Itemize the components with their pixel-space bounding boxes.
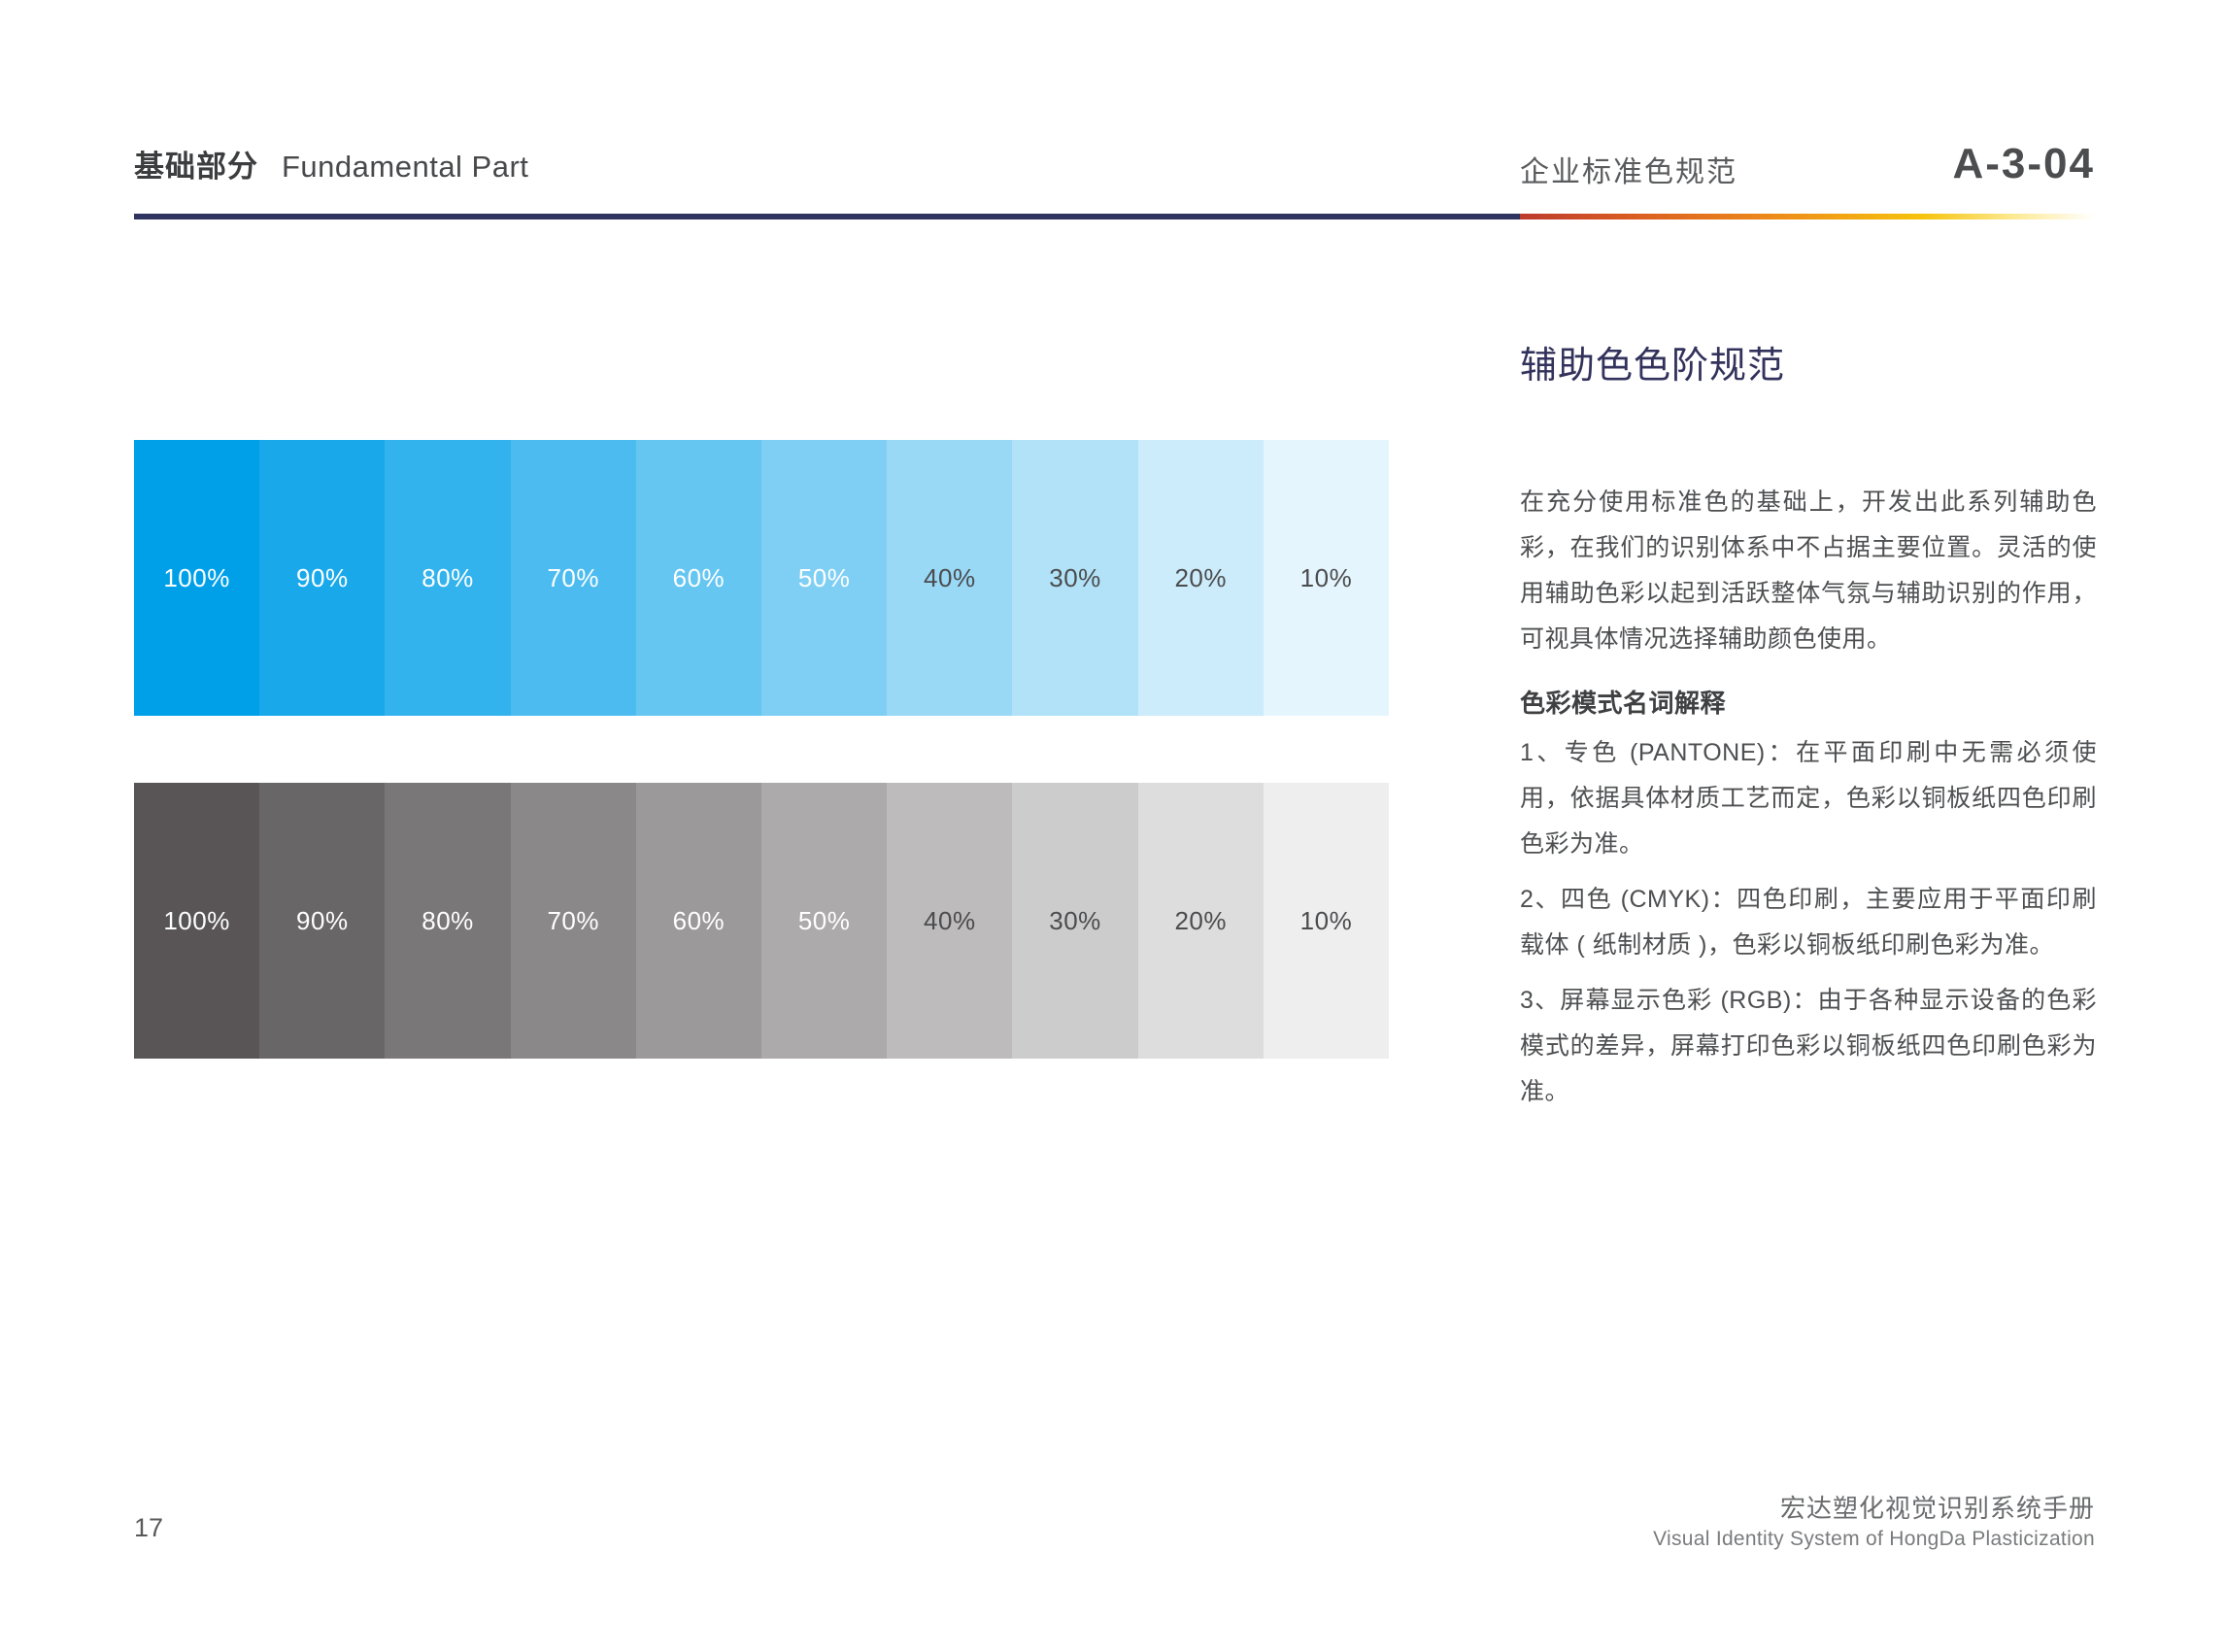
tint-percent-label: 70% — [547, 905, 599, 935]
header-rule-navy — [134, 214, 1520, 219]
gray-tint-swatch-40%: 40% — [887, 783, 1013, 1059]
glossary-item-pantone: 1、专色 (PANTONE)：在平面印刷中无需必须使用，依据具体材质工艺而定，色… — [1520, 739, 2097, 858]
gray-tint-swatch-20%: 20% — [1137, 783, 1264, 1059]
tint-percent-label: 100% — [163, 562, 230, 592]
blue-tint-swatch-90%: 90% — [259, 440, 386, 716]
blue-tint-swatch-50%: 50% — [761, 440, 888, 716]
blue-tint-scale: 100% 90% 80% 70% 60% 50% 40% 30% 20% 10% — [134, 440, 1390, 716]
section-title-en: Fundamental Part — [282, 150, 529, 184]
gray-tint-swatch-80%: 80% — [385, 783, 511, 1059]
header-topic: 企业标准色规范 — [1520, 156, 1737, 188]
gray-tint-swatch-60%: 60% — [635, 783, 762, 1059]
tint-percent-label: 70% — [547, 562, 599, 592]
gray-tint-swatch-70%: 70% — [510, 783, 636, 1059]
blue-tint-swatch-20%: 20% — [1137, 440, 1264, 716]
tint-percent-label: 50% — [797, 905, 851, 935]
aside-intro: 在充分使用标准色的基础上，开发出此系列辅助色彩，在我们的识别体系中不占据主要位置… — [1520, 489, 2097, 653]
tint-percent-label: 90% — [296, 562, 349, 592]
tint-percent-label: 100% — [163, 905, 230, 935]
header-section: 基础部分 Fundamental Part — [134, 142, 528, 185]
tint-percent-label: 40% — [924, 562, 976, 592]
tint-percent-label: 80% — [422, 562, 474, 592]
tint-percent-label: 20% — [1174, 562, 1227, 592]
glossary-item-rgb: 3、屏幕显示色彩 (RGB)：由于各种显示设备的色彩模式的差异，屏幕打印色彩以铜… — [1520, 987, 2097, 1105]
gray-tint-scale: 100% 90% 80% 70% 60% 50% 40% 30% 20% 10% — [134, 783, 1390, 1059]
aside-title: 辅助色色阶规范 — [1520, 346, 1786, 387]
blue-tint-swatch-70%: 70% — [510, 440, 636, 716]
tint-percent-label: 60% — [672, 905, 725, 935]
tint-percent-label: 60% — [672, 562, 725, 592]
blue-tint-swatch-100%: 100% — [134, 440, 260, 716]
tint-percent-label: 90% — [296, 905, 349, 935]
tint-percent-label: 30% — [1049, 562, 1101, 592]
tint-percent-label: 50% — [797, 562, 851, 592]
aside-column: 辅助色色阶规范 在充分使用标准色的基础上，开发出此系列辅助色彩，在我们的识别体系… — [1520, 342, 2097, 1125]
gray-tint-swatch-90%: 90% — [259, 783, 386, 1059]
section-title-zh: 基础部分 — [134, 150, 258, 184]
gray-tint-swatch-100%: 100% — [134, 783, 260, 1059]
manual-name-en: Visual Identity System of HongDa Plastic… — [1653, 1528, 2095, 1550]
blue-tint-swatch-30%: 30% — [1012, 440, 1138, 716]
page-code: A-3-04 — [1952, 140, 2095, 187]
tint-percent-label: 10% — [1299, 562, 1353, 592]
blue-tint-swatch-40%: 40% — [887, 440, 1013, 716]
gray-tint-swatch-10%: 10% — [1263, 783, 1390, 1059]
footer-manual-name: 宏达塑化视觉识别系统手册 Visual Identity System of H… — [1653, 1492, 2095, 1554]
blue-tint-swatch-10%: 10% — [1263, 440, 1390, 716]
tint-percent-label: 40% — [924, 905, 976, 935]
gray-tint-swatch-30%: 30% — [1012, 783, 1138, 1059]
tint-percent-label: 10% — [1299, 905, 1353, 935]
blue-tint-swatch-80%: 80% — [385, 440, 511, 716]
header-rule-gradient — [1520, 214, 2095, 219]
tint-percent-label: 30% — [1049, 905, 1101, 935]
glossary-item-cmyk: 2、四色 (CMYK)：四色印刷，主要应用于平面印刷载体 ( 纸制材质 )，色彩… — [1520, 886, 2097, 959]
tint-percent-label: 20% — [1174, 905, 1227, 935]
gray-tint-swatch-50%: 50% — [761, 783, 888, 1059]
glossary-title: 色彩模式名词解释 — [1520, 689, 1727, 718]
manual-name-zh: 宏达塑化视觉识别系统手册 — [1779, 1494, 2095, 1523]
page-number: 17 — [134, 1513, 164, 1542]
blue-tint-swatch-60%: 60% — [635, 440, 762, 716]
tint-percent-label: 80% — [422, 905, 474, 935]
